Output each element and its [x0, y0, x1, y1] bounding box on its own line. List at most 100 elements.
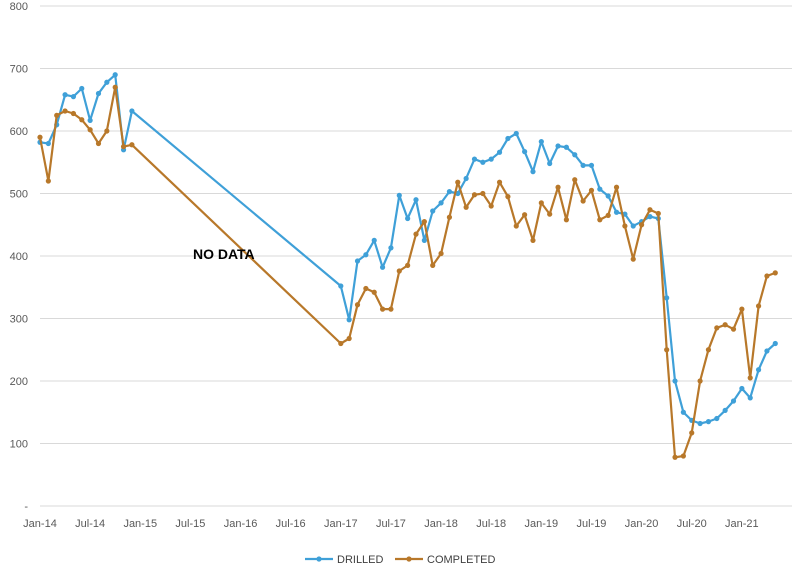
data-point — [538, 200, 544, 206]
data-point — [764, 273, 770, 279]
data-point — [379, 306, 386, 312]
data-point — [647, 207, 653, 213]
data-point — [488, 203, 494, 209]
data-point — [95, 90, 102, 97]
data-point — [547, 160, 553, 167]
y-tick-label: 300 — [10, 314, 28, 326]
y-tick-label: 700 — [10, 64, 28, 76]
x-tick-label: Jul-15 — [175, 518, 205, 530]
data-point — [764, 348, 770, 354]
data-point — [104, 79, 110, 85]
data-point — [129, 142, 135, 148]
data-point — [338, 283, 344, 289]
series-completed — [37, 84, 778, 460]
data-point — [730, 398, 737, 404]
data-point — [112, 84, 118, 90]
data-point — [438, 250, 444, 257]
data-point — [605, 193, 611, 199]
data-point — [714, 415, 720, 422]
series-line — [39, 73, 777, 425]
data-point — [697, 378, 703, 384]
data-point — [672, 378, 678, 384]
data-point — [70, 110, 77, 117]
data-point — [471, 156, 478, 162]
x-tick-label: Jul-18 — [476, 518, 506, 530]
data-point — [689, 430, 695, 436]
data-point — [62, 108, 68, 114]
x-tick-label: Jan-17 — [324, 518, 358, 530]
data-point — [755, 303, 762, 309]
data-point — [555, 143, 561, 149]
data-point — [639, 222, 645, 228]
data-point — [747, 375, 753, 381]
data-point — [480, 190, 486, 197]
y-tick-label: 600 — [10, 126, 28, 138]
data-point — [580, 198, 586, 204]
x-tick-label: Jan-14 — [23, 518, 57, 530]
data-point — [471, 192, 478, 198]
data-point — [338, 340, 344, 347]
data-point — [363, 285, 369, 292]
series-layer — [37, 72, 778, 460]
data-point — [747, 395, 753, 401]
data-point — [37, 134, 43, 140]
data-point — [705, 347, 712, 353]
y-tick-label: 800 — [10, 1, 28, 13]
data-point — [463, 204, 469, 210]
legend-swatch-marker — [406, 556, 412, 562]
data-point — [129, 108, 135, 114]
data-point — [70, 94, 77, 100]
y-tick-label: - — [24, 501, 28, 513]
data-point — [371, 237, 377, 243]
data-point — [371, 289, 377, 295]
x-tick-label: Jan-20 — [625, 518, 659, 530]
data-point — [496, 179, 503, 185]
data-point — [396, 192, 402, 198]
y-axis: - 100 200 300 400 500 600 700 800 — [10, 1, 29, 513]
x-tick-label: Jul-19 — [576, 518, 606, 530]
x-tick-label: Jan-15 — [123, 518, 157, 530]
data-point — [513, 130, 519, 137]
data-point — [388, 306, 394, 312]
data-point — [396, 268, 402, 274]
data-point — [54, 112, 60, 118]
y-tick-label: 200 — [10, 376, 28, 388]
data-point — [354, 258, 361, 264]
x-tick-label: Jan-21 — [725, 518, 759, 530]
x-tick-label: Jul-17 — [376, 518, 406, 530]
x-tick-label: Jan-16 — [224, 518, 258, 530]
data-point — [45, 178, 51, 184]
data-point — [513, 223, 519, 229]
data-point — [563, 217, 570, 223]
data-point — [505, 135, 511, 142]
data-point — [505, 194, 511, 200]
data-point — [655, 210, 661, 217]
data-point — [613, 209, 620, 215]
data-point — [680, 409, 686, 415]
y-tick-label: 100 — [10, 439, 28, 451]
data-point — [680, 453, 686, 459]
legend-item: DRILLED — [305, 554, 384, 566]
data-point — [580, 162, 586, 168]
data-point — [522, 149, 528, 155]
data-point — [455, 179, 461, 185]
series-drilled — [37, 72, 778, 427]
legend-item: COMPLETED — [395, 554, 496, 566]
data-point — [597, 217, 603, 223]
data-point — [622, 223, 628, 229]
data-point — [496, 149, 503, 155]
x-tick-label: Jul-14 — [75, 518, 105, 530]
y-tick-label: 500 — [10, 189, 28, 201]
data-point — [438, 200, 444, 206]
legend: DRILLED COMPLETED — [305, 554, 496, 566]
data-point — [730, 326, 737, 332]
data-point — [572, 177, 578, 183]
data-point — [120, 144, 127, 150]
data-point — [45, 140, 51, 147]
data-point — [722, 322, 728, 328]
data-point — [722, 407, 728, 413]
data-point — [388, 245, 394, 251]
data-point — [563, 144, 570, 150]
data-point — [547, 211, 553, 217]
